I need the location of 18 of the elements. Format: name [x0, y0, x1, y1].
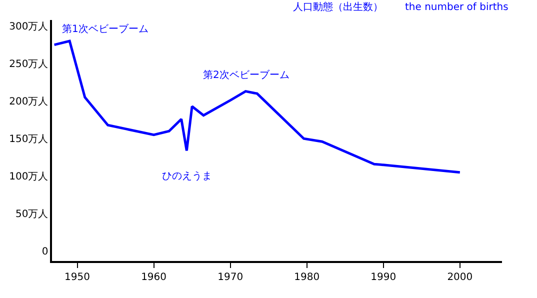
- x-tick-label: 2000: [447, 272, 473, 283]
- y-tick-label: 200万人: [9, 96, 48, 108]
- x-tick-label: 1980: [294, 272, 320, 283]
- chart-title: 人口動態（出生数）: [293, 1, 383, 13]
- x-tick-label: 1970: [218, 272, 244, 283]
- y-tick-label: 250万人: [9, 59, 48, 70]
- x-tick-label: 1950: [64, 272, 90, 283]
- y-tick-label: 300万人: [9, 22, 48, 33]
- y-tick-label: 50万人: [16, 209, 48, 220]
- y-tick-label: 100万人: [9, 172, 48, 183]
- annotation: 第1次ベビーブーム: [62, 23, 148, 35]
- x-tick-label: 1990: [370, 272, 396, 283]
- x-tick-label: 1960: [141, 272, 167, 283]
- annotation: 第2次ベビーブーム: [203, 69, 290, 81]
- chart-subtitle: the number of births: [405, 2, 508, 13]
- y-tick-label: 150万人: [9, 134, 48, 146]
- y-tick-label: 0: [42, 246, 48, 258]
- annotation: ひのえうま: [162, 171, 212, 182]
